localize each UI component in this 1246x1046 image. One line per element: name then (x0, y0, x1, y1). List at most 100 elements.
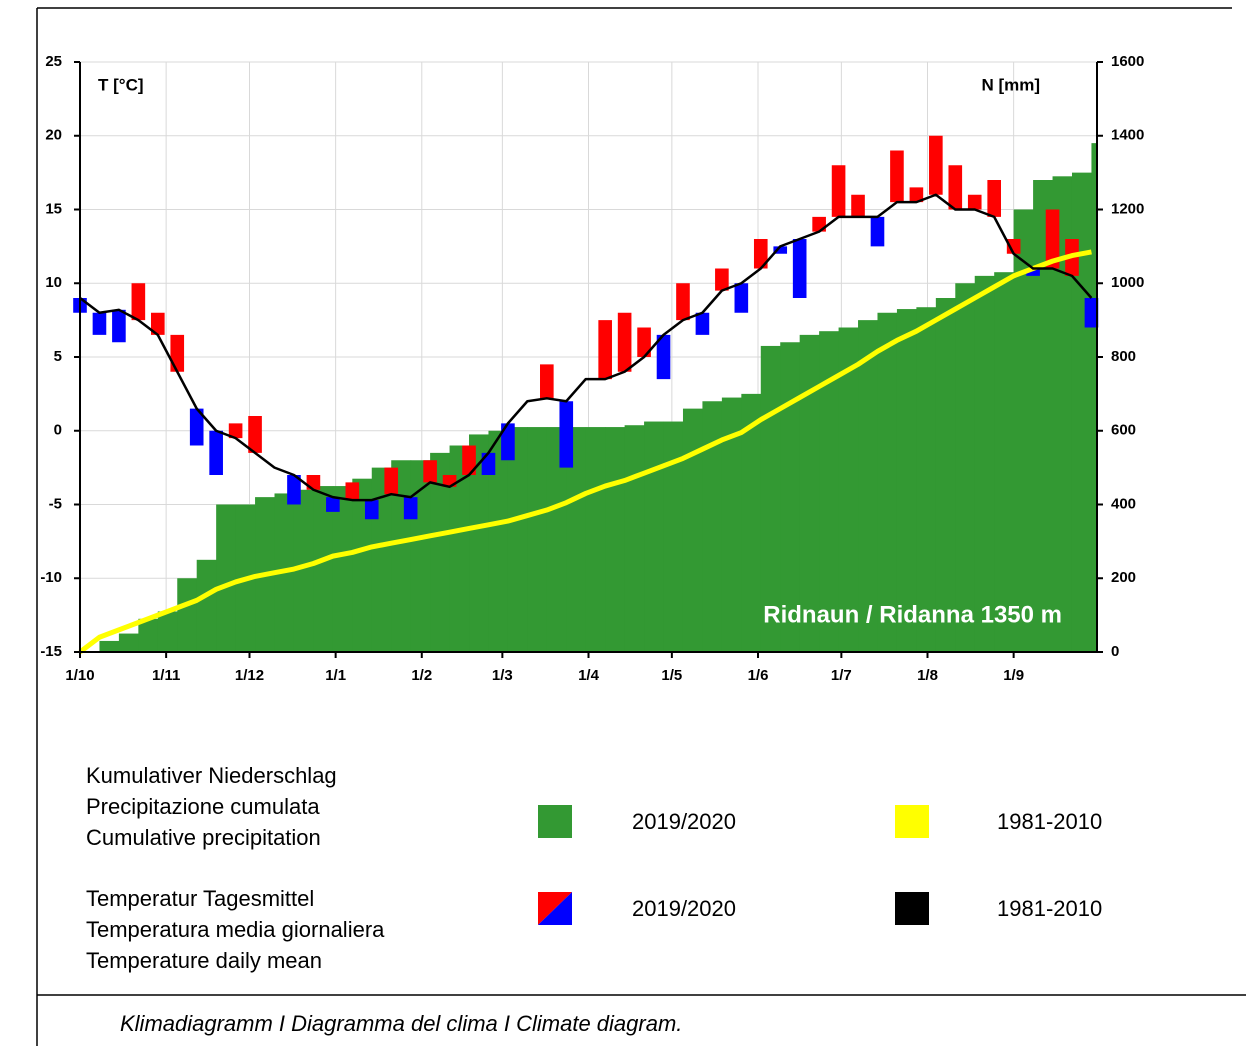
temperature-bar (753, 239, 768, 269)
legend: Kumulativer Niederschlag Precipitazione c… (86, 763, 1102, 973)
legend-group-label: Temperature daily mean (86, 948, 322, 973)
legend-group-label: Kumulativer Niederschlag (86, 763, 337, 788)
plot: -15 -10 -5 0 5 10 15 20 25 0 200 400 600 800 1000 1200 1… (40, 53, 1144, 684)
temperature-bar (150, 312, 165, 335)
precipitation-bar (488, 430, 509, 652)
axes: -15 -10 -5 0 5 10 15 20 25 0 200 400 600 800 1000 1200 1… (40, 53, 1144, 684)
precipitation-bar (216, 504, 237, 652)
y-axis-title: T [°C] (98, 75, 144, 94)
precipitation-bar (177, 578, 198, 652)
precipitation-bar (449, 445, 470, 652)
x-tick-label: 1/8 (917, 667, 938, 684)
precipitation-bar (877, 312, 898, 652)
precipitation-bar (994, 272, 1015, 652)
temperature-bar (364, 500, 379, 520)
temperature-bar (987, 180, 1001, 217)
x-tick-label: 1/6 (748, 667, 769, 684)
temperature-bar (112, 309, 126, 343)
precipitation-bar (1052, 176, 1073, 652)
precipitation-bar (566, 427, 587, 652)
data (73, 135, 1099, 654)
y-tick-label: 15 (45, 200, 62, 217)
y-tick-label: 5 (54, 348, 62, 365)
precipitation-bar (896, 309, 917, 652)
y-tick-label: -5 (49, 495, 62, 512)
precipitation-bar (430, 452, 451, 652)
y2-tick-label: 1000 (1111, 274, 1144, 291)
legend-group-label: Temperatura media giornaliera (86, 917, 385, 942)
y-tick-label: 0 (54, 422, 62, 439)
temperature-bar (1026, 268, 1040, 276)
precipitation-bar (955, 283, 976, 652)
legend-swatch (538, 805, 572, 838)
precipitation-bar (138, 618, 159, 652)
temperature-bar (170, 334, 185, 372)
precipitation-bar (507, 427, 528, 652)
precipitation-bar (118, 633, 139, 652)
precipitation-bar (196, 559, 217, 652)
precipitation-bar (605, 427, 626, 652)
y2-tick-label: 1600 (1111, 53, 1144, 70)
precipitation-bar (157, 611, 178, 652)
temperature-bar (851, 194, 865, 217)
precipitation-bar (702, 401, 723, 652)
x-tick-label: 1/4 (578, 667, 600, 684)
precipitation-line (78, 249, 1092, 654)
legend-group-label: Temperatur Tagesmittel (86, 886, 314, 911)
temperature-bar (929, 135, 943, 195)
precipitation-bar (760, 345, 781, 652)
x-tick-label: 1/2 (411, 667, 432, 684)
temperature-bar (1084, 298, 1099, 328)
temperature-bar (209, 430, 223, 475)
temperature-bar (870, 216, 885, 247)
precipitation-bar (527, 427, 548, 652)
precipitation-bar (780, 342, 801, 652)
x-tick-label: 1/3 (492, 667, 513, 684)
precipitation-bar (858, 320, 878, 652)
temperature-bar (909, 187, 924, 203)
temperature-bar (792, 239, 807, 298)
precipitation-bar (469, 434, 489, 652)
x-tick-label: 1/10 (65, 667, 94, 684)
precipitation-bar (293, 489, 314, 652)
precipitation-bar (585, 427, 606, 652)
x-tick-label: 1/5 (661, 667, 682, 684)
precipitation-bar (741, 393, 762, 652)
temperature-bar (189, 408, 204, 446)
temperature-bar (481, 452, 496, 475)
x-tick-label: 1/11 (152, 667, 180, 684)
precipitation-bar (682, 408, 703, 652)
temperature-bar (967, 194, 982, 210)
station-label: Ridnaun / Ridanna 1350 m (763, 601, 1062, 628)
precipitation-bar (99, 640, 120, 652)
legend-group-label: Cumulative precipitation (86, 825, 321, 850)
precipitation-bar (819, 331, 840, 652)
precipitation-bar (663, 421, 684, 652)
legend-label: 1981-2010 (997, 809, 1102, 834)
temperature-bar (501, 423, 515, 461)
temperature-bar (384, 467, 399, 495)
legend-swatch (895, 892, 929, 925)
precipitation-bar (546, 427, 567, 652)
temperature-bar (423, 460, 437, 483)
precipitation-bar (313, 486, 334, 652)
precipitation-bar (1013, 209, 1034, 652)
temperature-bar (1006, 239, 1021, 254)
precipitation-bar (644, 421, 665, 652)
temperature-bar (287, 475, 301, 505)
temperature-bar (248, 416, 262, 453)
temperature-bar (345, 482, 360, 501)
legend-label: 2019/2020 (632, 809, 736, 834)
precipitation-bar (974, 275, 995, 652)
temperature-mean-line (79, 193, 1093, 502)
y2-axis-title: N [mm] (981, 75, 1040, 94)
x-tick-label: 1/1 (325, 667, 346, 684)
precipitation-bar (332, 486, 353, 652)
y2-tick-label: 1400 (1111, 127, 1144, 144)
precipitation-bar (1091, 143, 1098, 652)
temperature-bar (598, 320, 612, 380)
y2-tick-label: 200 (1111, 569, 1136, 586)
precipitation-bar (838, 327, 859, 652)
legend-swatch (895, 805, 929, 838)
